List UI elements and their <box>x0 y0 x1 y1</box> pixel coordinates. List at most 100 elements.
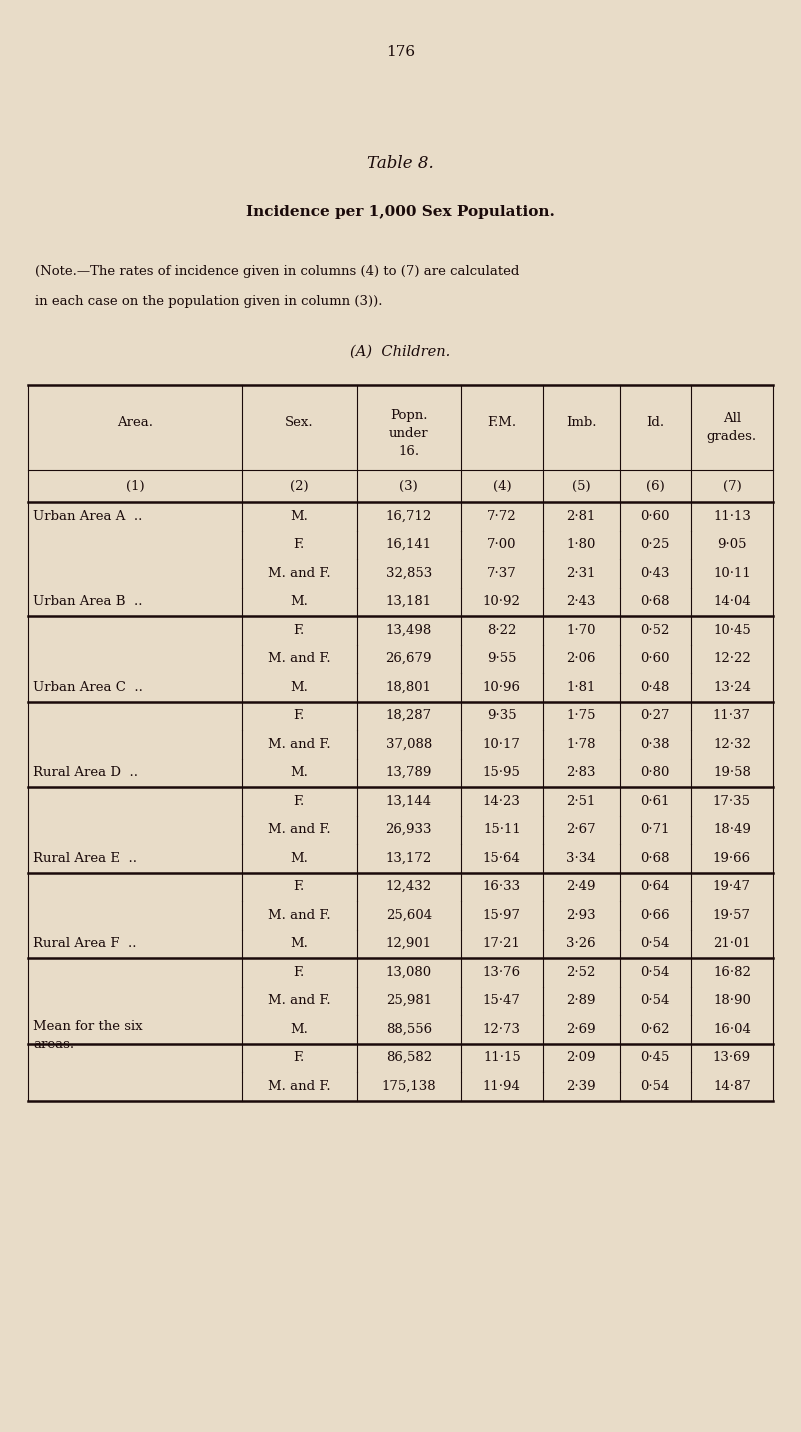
Text: 12,901: 12,901 <box>385 938 432 951</box>
Text: 3·26: 3·26 <box>566 938 596 951</box>
Text: 2·83: 2·83 <box>566 766 596 779</box>
Text: 0·62: 0·62 <box>641 1022 670 1035</box>
Text: F.: F. <box>293 538 305 551</box>
Text: in each case on the population given in column (3)).: in each case on the population given in … <box>35 295 383 308</box>
Text: 26,933: 26,933 <box>385 823 432 836</box>
Text: Sex.: Sex. <box>285 417 313 430</box>
Text: M. and F.: M. and F. <box>268 994 331 1007</box>
Text: Rural Area F  ..: Rural Area F .. <box>33 938 136 951</box>
Text: 16,141: 16,141 <box>385 538 432 551</box>
Text: Urban Area C  ..: Urban Area C .. <box>33 680 143 693</box>
Text: M. and F.: M. and F. <box>268 1080 331 1093</box>
Text: 0·64: 0·64 <box>641 881 670 894</box>
Text: 11·15: 11·15 <box>483 1051 521 1064</box>
Text: M. and F.: M. and F. <box>268 909 331 922</box>
Text: M.: M. <box>290 938 308 951</box>
Text: 2·49: 2·49 <box>566 881 596 894</box>
Text: 18,801: 18,801 <box>386 680 432 693</box>
Text: Table 8.: Table 8. <box>367 155 434 172</box>
Text: 9·05: 9·05 <box>717 538 747 551</box>
Text: F.: F. <box>293 1051 305 1064</box>
Text: M.: M. <box>290 1022 308 1035</box>
Text: 15·95: 15·95 <box>483 766 521 779</box>
Text: F.: F. <box>293 965 305 978</box>
Text: Rural Area E  ..: Rural Area E .. <box>33 852 137 865</box>
Text: (3): (3) <box>400 480 418 493</box>
Text: 15·97: 15·97 <box>483 909 521 922</box>
Text: 0·71: 0·71 <box>641 823 670 836</box>
Text: M. and F.: M. and F. <box>268 823 331 836</box>
Text: 0·25: 0·25 <box>641 538 670 551</box>
Text: 2·39: 2·39 <box>566 1080 596 1093</box>
Text: 2·69: 2·69 <box>566 1022 596 1035</box>
Text: 18,287: 18,287 <box>385 709 432 722</box>
Text: M.: M. <box>290 852 308 865</box>
Text: 1·78: 1·78 <box>566 737 596 750</box>
Text: 21·01: 21·01 <box>713 938 751 951</box>
Text: 13,144: 13,144 <box>385 795 432 808</box>
Text: M.: M. <box>290 510 308 523</box>
Text: 17·21: 17·21 <box>483 938 521 951</box>
Text: 11·37: 11·37 <box>713 709 751 722</box>
Text: Rural Area D  ..: Rural Area D .. <box>33 766 138 779</box>
Text: 0·54: 0·54 <box>641 938 670 951</box>
Text: 1·75: 1·75 <box>566 709 596 722</box>
Text: F.: F. <box>293 624 305 637</box>
Text: 2·89: 2·89 <box>566 994 596 1007</box>
Text: 18·90: 18·90 <box>713 994 751 1007</box>
Text: 175,138: 175,138 <box>381 1080 436 1093</box>
Text: 1·70: 1·70 <box>566 624 596 637</box>
Text: 2·51: 2·51 <box>566 795 596 808</box>
Text: Area.: Area. <box>117 417 153 430</box>
Text: 26,679: 26,679 <box>385 652 432 666</box>
Text: grades.: grades. <box>706 430 757 442</box>
Text: 8·22: 8·22 <box>487 624 517 637</box>
Text: 10·92: 10·92 <box>483 596 521 609</box>
Text: 2·81: 2·81 <box>566 510 596 523</box>
Text: (6): (6) <box>646 480 665 493</box>
Text: 0·68: 0·68 <box>641 596 670 609</box>
Text: 15·11: 15·11 <box>483 823 521 836</box>
Text: 2·31: 2·31 <box>566 567 596 580</box>
Text: 16·04: 16·04 <box>713 1022 751 1035</box>
Text: 0·38: 0·38 <box>641 737 670 750</box>
Text: 13,789: 13,789 <box>385 766 432 779</box>
Text: 7·00: 7·00 <box>487 538 517 551</box>
Text: 88,556: 88,556 <box>385 1022 432 1035</box>
Text: (4): (4) <box>493 480 511 493</box>
Text: 3·34: 3·34 <box>566 852 596 865</box>
Text: M. and F.: M. and F. <box>268 737 331 750</box>
Text: 0·54: 0·54 <box>641 994 670 1007</box>
Text: All: All <box>723 412 741 425</box>
Text: 0·54: 0·54 <box>641 1080 670 1093</box>
Text: Id.: Id. <box>646 417 664 430</box>
Text: Mean for the six: Mean for the six <box>33 1020 143 1032</box>
Text: Incidence per 1,000 Sex Population.: Incidence per 1,000 Sex Population. <box>246 205 555 219</box>
Text: 2·06: 2·06 <box>566 652 596 666</box>
Text: F.: F. <box>293 795 305 808</box>
Text: 0·60: 0·60 <box>641 510 670 523</box>
Text: 19·66: 19·66 <box>713 852 751 865</box>
Text: 2·67: 2·67 <box>566 823 596 836</box>
Text: 14·87: 14·87 <box>713 1080 751 1093</box>
Text: 11·13: 11·13 <box>713 510 751 523</box>
Text: 11·94: 11·94 <box>483 1080 521 1093</box>
Text: (Note.—The rates of incidence given in columns (4) to (7) are calculated: (Note.—The rates of incidence given in c… <box>35 265 519 278</box>
Text: 7·37: 7·37 <box>487 567 517 580</box>
Text: 12,432: 12,432 <box>385 881 432 894</box>
Text: 25,604: 25,604 <box>385 909 432 922</box>
Text: 17·35: 17·35 <box>713 795 751 808</box>
Text: (A)  Children.: (A) Children. <box>350 345 451 359</box>
Text: 12·22: 12·22 <box>713 652 751 666</box>
Text: 10·96: 10·96 <box>483 680 521 693</box>
Text: 0·54: 0·54 <box>641 965 670 978</box>
Text: F.: F. <box>293 709 305 722</box>
Text: 12·73: 12·73 <box>483 1022 521 1035</box>
Text: 19·47: 19·47 <box>713 881 751 894</box>
Text: under: under <box>389 427 429 440</box>
Text: (5): (5) <box>572 480 590 493</box>
Text: 9·55: 9·55 <box>487 652 517 666</box>
Text: Imb.: Imb. <box>566 417 597 430</box>
Text: F.M.: F.M. <box>487 417 517 430</box>
Text: 18·49: 18·49 <box>713 823 751 836</box>
